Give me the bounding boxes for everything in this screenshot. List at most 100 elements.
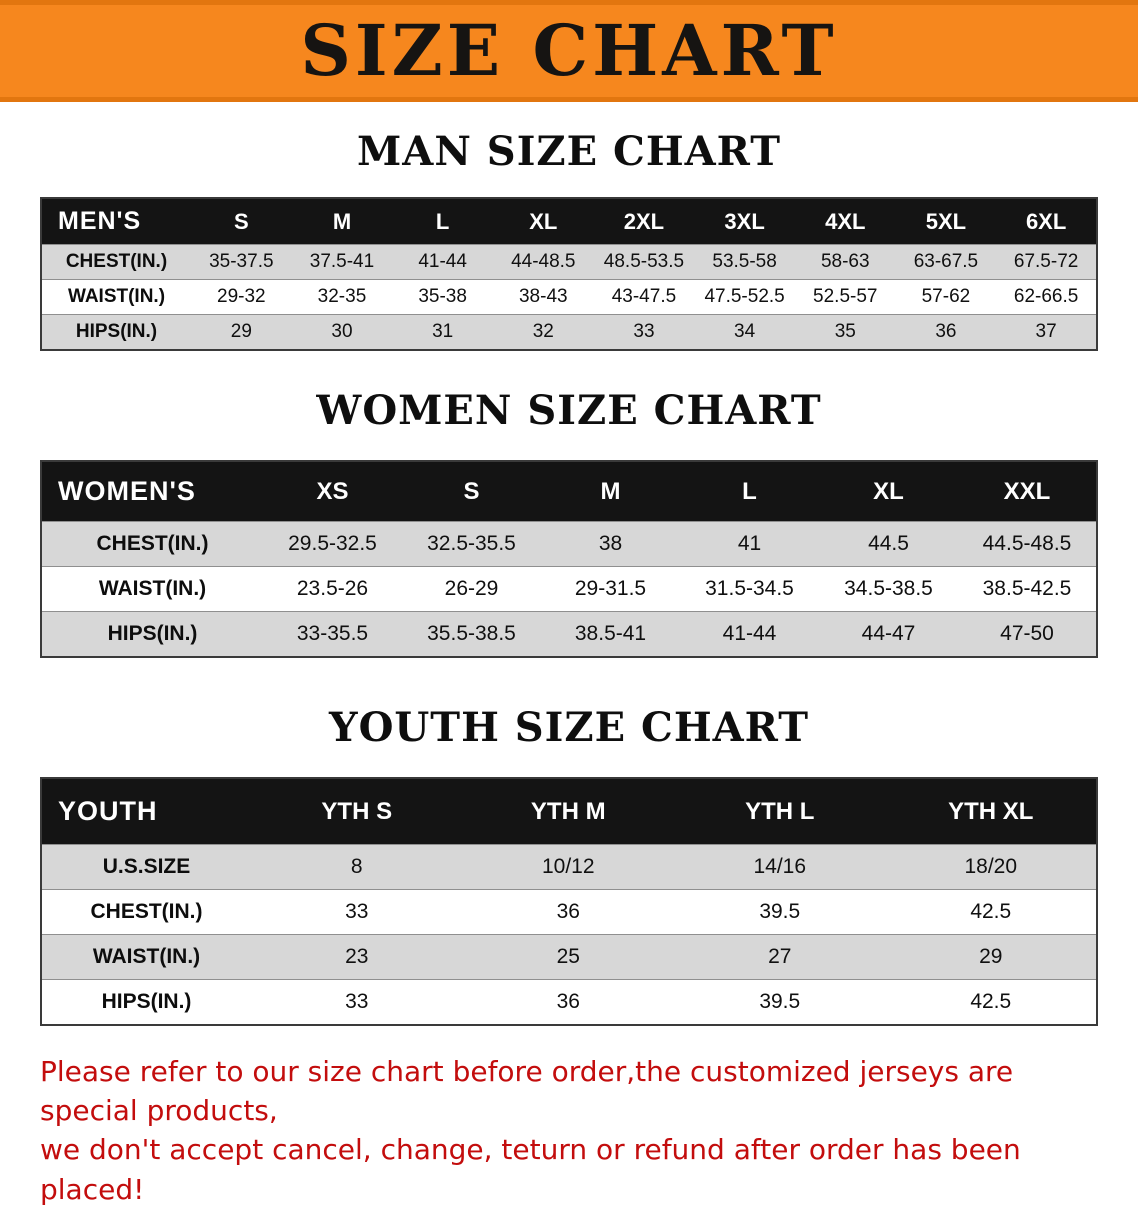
- size-header-row: WOMEN'S XS S M L XL XXL: [41, 461, 1097, 522]
- size-value-cell: 38.5-41: [574, 622, 647, 645]
- size-value-cell: 58-63: [820, 251, 870, 272]
- measurement-row-label: HIPS(IN.): [75, 321, 158, 342]
- measurement-row-label: WAIST(IN.): [98, 577, 207, 600]
- disclaimer-note: Please refer to our size chart before or…: [40, 1052, 1098, 1209]
- measurement-row-label: WAIST(IN.): [92, 945, 201, 968]
- disclaimer-line-1: Please refer to our size chart before or…: [40, 1055, 1014, 1128]
- size-value-cell: 34.5-38.5: [844, 577, 933, 600]
- size-value-cell: 38.5-42.5: [982, 577, 1072, 600]
- measurement-row: HIPS(IN.) 29 30 31 32 33 34 35 36 37: [41, 314, 1097, 350]
- size-value-cell: 33: [633, 321, 655, 342]
- size-value-cell: 39.5: [759, 990, 801, 1013]
- size-value-cell: 41: [737, 532, 762, 555]
- size-value-cell: 8: [350, 855, 363, 878]
- women-size-table: WOMEN'S XS S M L XL XXL CHEST(IN.) 29.5-32.5 32.5…: [40, 460, 1098, 658]
- size-value-cell: 29: [230, 321, 252, 342]
- size-value-cell: 29: [979, 945, 1003, 968]
- measurement-row: HIPS(IN.) 33-35.5 35.5-38.5 38.5-41 41-44 44-…: [41, 611, 1097, 657]
- size-value-cell: 33: [345, 900, 369, 923]
- size-value-cell: 52.5-57: [813, 286, 878, 307]
- size-value-cell: 27: [768, 945, 792, 968]
- women-size-section: WOMEN SIZE CHART WOMEN'S XS S M L XL XXL CHEST(…: [0, 387, 1138, 658]
- size-value-cell: 63-67.5: [913, 251, 979, 272]
- table-corner-label: MEN'S: [58, 207, 142, 235]
- youth-size-table: YOUTH YTH S YTH M YTH L YTH XL U.S.SIZE 8 10/12…: [40, 777, 1098, 1026]
- size-column-header: YTH S: [321, 797, 393, 825]
- size-column-header: XS: [316, 477, 349, 505]
- size-column-header: YTH XL: [948, 797, 1034, 825]
- size-value-cell: 42.5: [970, 990, 1012, 1013]
- measurement-row-label: HIPS(IN.): [107, 622, 198, 645]
- size-value-cell: 44-48.5: [511, 251, 576, 272]
- size-value-cell: 36: [556, 900, 580, 923]
- size-value-cell: 34: [734, 321, 756, 342]
- size-value-cell: 32: [532, 321, 554, 342]
- measurement-row-label: U.S.SIZE: [102, 855, 191, 878]
- measurement-row: WAIST(IN.) 23.5-26 26-29 29-31.5 31.5-34.5 34…: [41, 566, 1097, 612]
- size-value-cell: 36: [556, 990, 580, 1013]
- size-column-header: L: [435, 208, 450, 234]
- size-value-cell: 62-66.5: [1013, 286, 1079, 307]
- women-size-heading: WOMEN SIZE CHART: [316, 387, 822, 434]
- size-chart-banner: SIZE CHART: [0, 0, 1138, 102]
- size-column-header: 3XL: [724, 208, 765, 234]
- size-column-header: L: [742, 477, 757, 505]
- size-value-cell: 42.5: [970, 900, 1012, 923]
- youth-size-section: YOUTH SIZE CHART YOUTH YTH S YTH M YTH L YTH…: [0, 704, 1138, 1026]
- measurement-row-label: WAIST(IN.): [67, 286, 166, 307]
- measurement-row: CHEST(IN.) 33 36 39.5 42.5: [41, 889, 1097, 935]
- size-value-cell: 37: [1035, 321, 1057, 342]
- size-value-cell: 35-37.5: [209, 251, 274, 272]
- size-value-cell: 29-32: [217, 286, 266, 307]
- size-value-cell: 29.5-32.5: [288, 532, 377, 555]
- size-column-header: YTH M: [530, 797, 606, 825]
- size-header-row: MEN'S S M L XL 2XL 3XL 4XL 5XL 6XL: [41, 198, 1097, 245]
- youth-size-heading: YOUTH SIZE CHART: [329, 704, 809, 751]
- table-corner-label: WOMEN'S: [58, 476, 196, 506]
- size-value-cell: 18/20: [964, 855, 1018, 878]
- measurement-row-label: CHEST(IN.): [65, 251, 168, 272]
- size-value-cell: 23.5-26: [296, 577, 369, 600]
- size-value-cell: 44-47: [861, 622, 916, 645]
- size-column-header: 4XL: [825, 208, 866, 234]
- size-value-cell: 47.5-52.5: [704, 286, 785, 307]
- measurement-row: CHEST(IN.) 29.5-32.5 32.5-35.5 38 41 44.5 44.5…: [41, 521, 1097, 567]
- size-value-cell: 35.5-38.5: [427, 622, 516, 645]
- size-column-header: S: [463, 477, 480, 505]
- size-value-cell: 36: [935, 321, 957, 342]
- size-value-cell: 29-31.5: [574, 577, 647, 600]
- page-title: SIZE CHART: [300, 9, 838, 92]
- size-value-cell: 41-44: [722, 622, 777, 645]
- size-column-header: YTH L: [745, 797, 815, 825]
- measurement-row: WAIST(IN.) 23 25 27 29: [41, 934, 1097, 980]
- size-value-cell: 14/16: [753, 855, 807, 878]
- size-value-cell: 35: [834, 321, 856, 342]
- size-value-cell: 31.5-34.5: [705, 577, 794, 600]
- size-value-cell: 57-62: [921, 286, 971, 307]
- size-value-cell: 32-35: [317, 286, 367, 307]
- size-value-cell: 44.5: [868, 532, 909, 555]
- men-size-table: MEN'S S M L XL 2XL 3XL 4XL 5XL 6XL CHEST(IN.) 35-37…: [40, 197, 1098, 351]
- size-column-header: 2XL: [623, 208, 665, 234]
- size-column-header: XL: [529, 208, 558, 234]
- size-value-cell: 33-35.5: [296, 622, 369, 645]
- measurement-row: WAIST(IN.) 29-32 32-35 35-38 38-43 43-47.5 47.…: [41, 279, 1097, 315]
- size-header-row: YOUTH YTH S YTH M YTH L YTH XL: [41, 778, 1097, 845]
- size-value-cell: 38: [598, 532, 623, 555]
- size-value-cell: 38-43: [518, 286, 568, 307]
- size-column-header: S: [233, 208, 249, 234]
- size-value-cell: 30: [331, 321, 353, 342]
- size-value-cell: 33: [345, 990, 369, 1013]
- size-column-header: 5XL: [925, 208, 967, 234]
- men-size-heading: MAN SIZE CHART: [357, 128, 781, 175]
- size-value-cell: 10/12: [541, 855, 595, 878]
- size-value-cell: 23: [345, 945, 369, 968]
- size-column-header: XL: [873, 477, 904, 505]
- size-value-cell: 39.5: [759, 900, 801, 923]
- size-column-header: 6XL: [1025, 208, 1067, 234]
- measurement-row: U.S.SIZE 8 10/12 14/16 18/20: [41, 844, 1097, 890]
- measurement-row: CHEST(IN.) 35-37.5 37.5-41 41-44 44-48.5 48.5…: [41, 244, 1097, 280]
- size-value-cell: 43-47.5: [611, 286, 677, 307]
- size-value-cell: 41-44: [418, 251, 467, 272]
